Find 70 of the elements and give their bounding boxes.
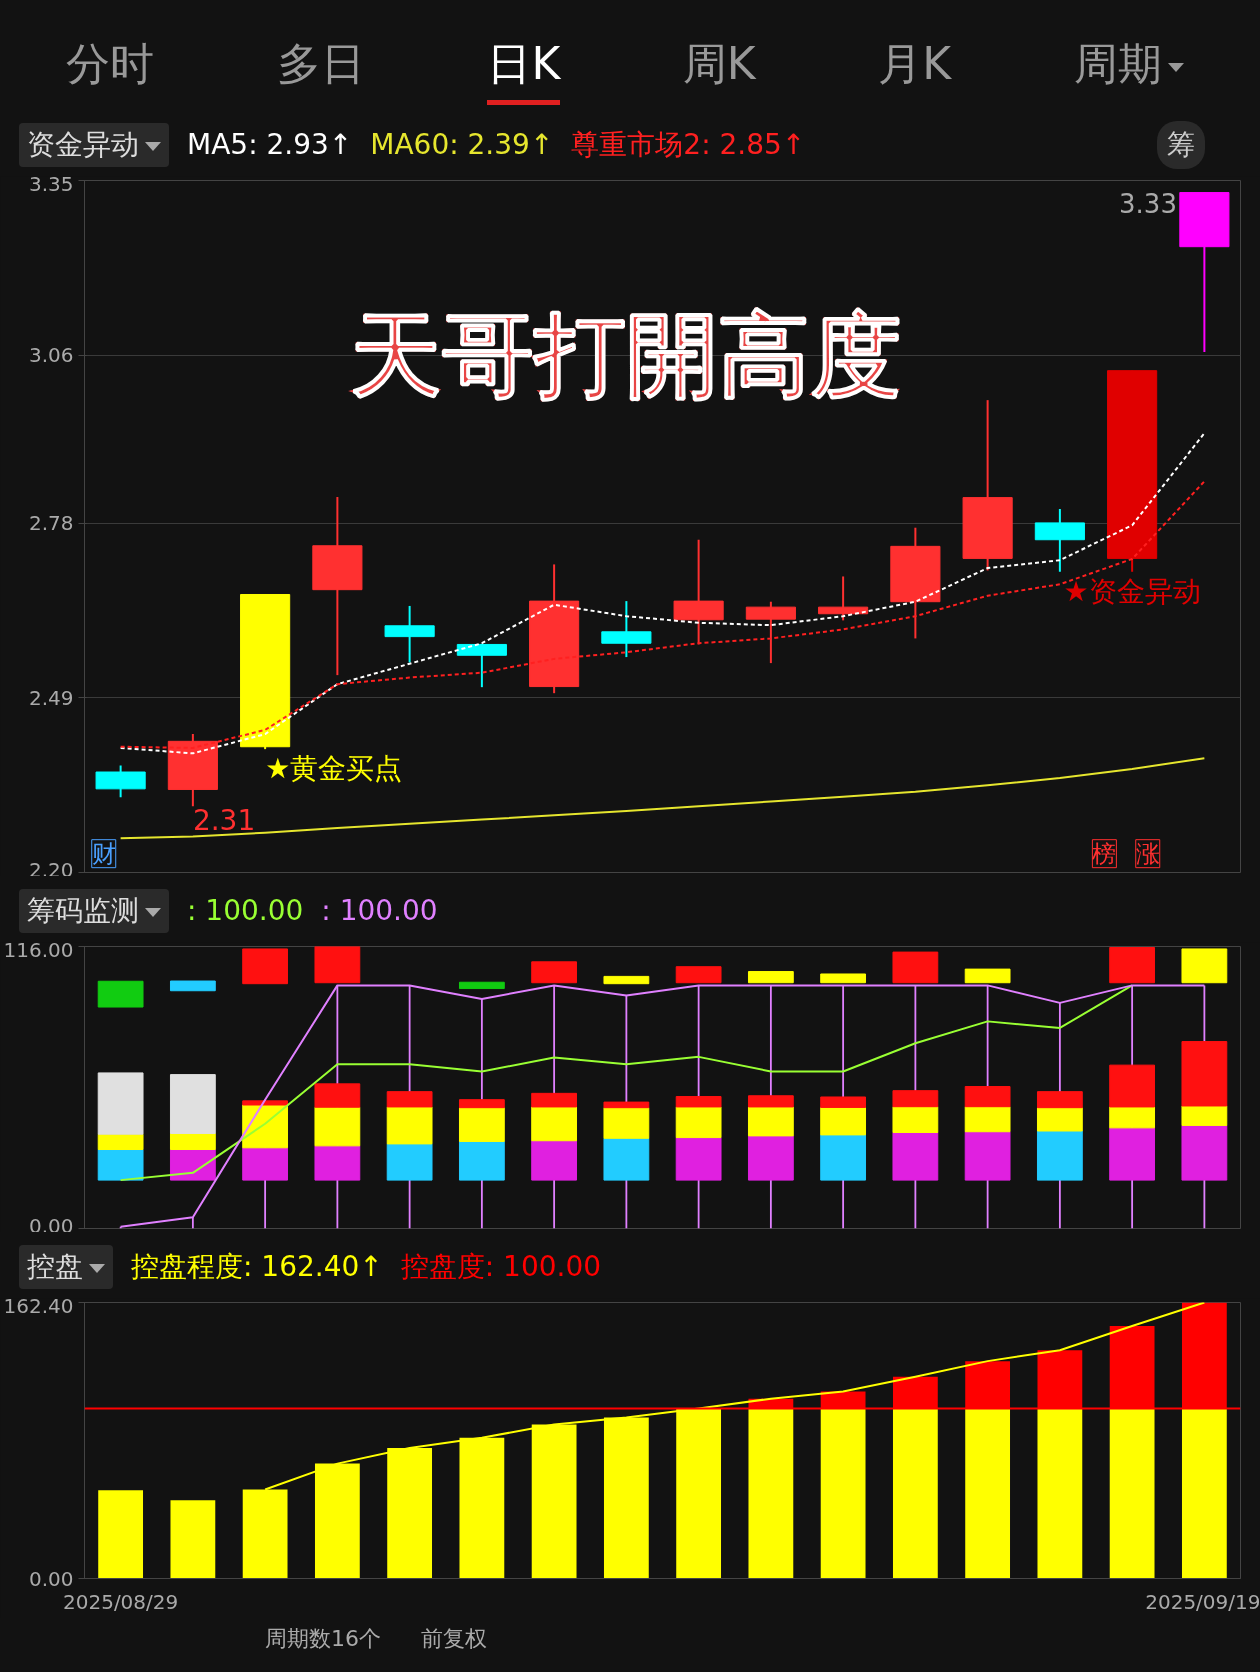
text: 分时 — [66, 37, 155, 91]
y-tick-label: 162.40 — [3, 1293, 74, 1318]
chart-title: 控盘 — [19, 1245, 113, 1289]
bar — [170, 1500, 216, 1579]
bar — [748, 1408, 794, 1579]
y-tick-label: 3.35 — [28, 171, 74, 196]
x-tick-label: 2025/08/29 — [62, 1589, 179, 1614]
candlestick — [1109, 946, 1156, 984]
y-tick-label: 0.00 — [28, 1566, 74, 1591]
text: 3.33 — [1119, 188, 1177, 219]
candlestick — [603, 975, 650, 985]
annotation: 财 — [91, 839, 116, 868]
text: ★黄金买点 — [265, 752, 403, 786]
annotation: 涨 — [1135, 839, 1160, 868]
bar — [98, 1490, 144, 1579]
text: 日K — [487, 33, 561, 105]
text: 月K — [878, 37, 952, 91]
line-series — [119, 432, 1206, 755]
y-tick-label: 2.49 — [28, 686, 74, 710]
text: 周期数16个 — [265, 1626, 381, 1651]
candlestick — [458, 981, 505, 990]
y-tick-label: 0.00 — [28, 1213, 74, 1238]
text: 前复权 — [421, 1626, 487, 1651]
candlestick — [747, 971, 794, 984]
candlestick — [458, 1099, 505, 1109]
candlestick — [820, 973, 867, 984]
candlestick — [531, 961, 578, 984]
annotation: 天哥打開高度 — [348, 301, 903, 409]
text: 筹 — [1157, 121, 1205, 169]
bar — [820, 1408, 866, 1579]
text: : 100.00 — [187, 893, 304, 929]
text: ★资金异动 — [1063, 574, 1201, 608]
text: : 100.00 — [321, 893, 438, 929]
candlestick — [314, 946, 361, 984]
line-series — [119, 757, 1206, 840]
text: 控盘度: 100.00 — [400, 1250, 602, 1283]
x-tick-label: 2025/09/19 — [1145, 1589, 1260, 1614]
candlestick — [1181, 948, 1228, 984]
bar — [1181, 1408, 1227, 1579]
candlestick — [169, 980, 216, 992]
text: 控盘程度: 162.40↑ — [131, 1250, 383, 1283]
candlestick — [242, 948, 289, 985]
bar — [1037, 1408, 1083, 1579]
candlestick — [675, 966, 722, 984]
y-tick-label: 3.06 — [28, 343, 74, 367]
line-series — [119, 480, 1206, 749]
chart-title: 筹码监测 — [19, 889, 169, 933]
text: 周K — [682, 37, 756, 91]
line-series — [119, 984, 1206, 1228]
candlestick — [601, 600, 652, 659]
candlestick — [603, 1101, 650, 1109]
y-tick-label: 2.20 — [28, 857, 74, 882]
candlestick — [242, 1100, 289, 1106]
bar — [965, 1408, 1011, 1579]
text: 尊重市场2: 2.85↑ — [571, 128, 806, 161]
text: 多日 — [276, 37, 365, 91]
bar — [1109, 1408, 1155, 1579]
text: MA60: 2.39↑ — [370, 128, 554, 161]
candlestick — [97, 980, 144, 1008]
text: 周期 — [1073, 37, 1163, 91]
chart-title: 资金异动 — [19, 123, 169, 167]
text: 2.31 — [192, 804, 256, 838]
candlestick — [964, 968, 1011, 984]
y-tick-label: 2.78 — [28, 511, 74, 536]
candlestick — [892, 951, 939, 984]
candlestick — [384, 604, 435, 664]
bar — [892, 1408, 938, 1579]
candlestick — [818, 575, 869, 622]
text: MA5: 2.93↑ — [187, 128, 353, 161]
y-tick-label: 116.00 — [3, 937, 74, 962]
